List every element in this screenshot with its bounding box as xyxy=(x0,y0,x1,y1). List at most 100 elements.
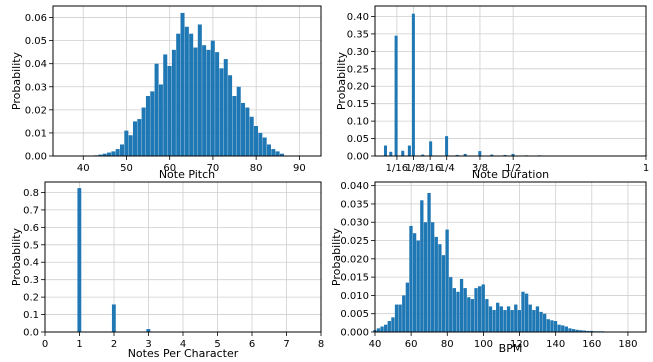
y-tick-label: 0.15 xyxy=(347,99,369,110)
y-tick-label: 0.5 xyxy=(23,240,39,251)
x-tick-label: 120 xyxy=(510,339,529,350)
y-tick-label: 0.015 xyxy=(340,273,369,284)
bar xyxy=(553,321,558,332)
bar xyxy=(254,126,259,156)
bar xyxy=(407,145,411,156)
bar xyxy=(137,119,142,156)
x-tick-label: 3 xyxy=(145,339,151,350)
bar xyxy=(271,149,276,156)
bar xyxy=(445,229,449,332)
y-tick-label: 0.035 xyxy=(340,199,369,210)
y-tick-label: 0.010 xyxy=(340,291,369,302)
bar xyxy=(111,304,116,332)
y-tick-label: 0.00 xyxy=(25,152,47,163)
bar xyxy=(401,150,405,156)
x-tick-label: 60 xyxy=(163,163,176,174)
bar xyxy=(228,75,233,156)
x-tick-label: 8 xyxy=(318,339,324,350)
y-tick-label: 0.20 xyxy=(347,82,369,93)
x-tick-label: 60 xyxy=(405,339,418,350)
x-tick-label: 3/8 xyxy=(472,163,488,174)
bar xyxy=(503,310,507,332)
y-tick-label: 0.35 xyxy=(347,29,369,40)
bar xyxy=(416,240,420,332)
bar xyxy=(546,319,550,332)
bar xyxy=(206,49,211,156)
y-tick-label: 0.06 xyxy=(25,13,47,24)
bar xyxy=(398,304,402,332)
bar xyxy=(524,293,529,332)
x-tick-label: 1/16 xyxy=(386,163,408,174)
x-tick-label: 3/16 xyxy=(419,163,441,174)
x-tick-label: 1 xyxy=(643,163,649,174)
bar xyxy=(459,278,464,332)
bar xyxy=(434,236,438,332)
y-tick-label: 0.40 xyxy=(347,12,369,23)
y-tick-label: 0.040 xyxy=(340,181,369,192)
bar xyxy=(506,306,511,332)
x-axis-label: BPM xyxy=(499,342,523,355)
bar xyxy=(394,304,399,332)
bar xyxy=(490,154,494,156)
bar xyxy=(511,153,515,156)
bar xyxy=(492,310,496,332)
bar xyxy=(150,91,155,156)
y-tick-label: 0.6 xyxy=(23,223,39,234)
bar xyxy=(115,149,120,156)
bar xyxy=(409,225,413,332)
bar xyxy=(456,291,460,332)
x-axis-label: Note Duration xyxy=(472,168,549,181)
bar xyxy=(474,288,478,332)
y-tick-label: 0.05 xyxy=(25,36,47,47)
bar xyxy=(438,244,442,332)
bar xyxy=(488,306,493,332)
bar xyxy=(503,154,507,156)
x-tick-label: 140 xyxy=(546,339,565,350)
bar xyxy=(383,145,387,156)
bar xyxy=(579,330,583,332)
bar xyxy=(98,154,103,156)
bar xyxy=(141,107,146,156)
x-tick-label: 1/8 xyxy=(405,163,421,174)
x-tick-label: 90 xyxy=(293,163,306,174)
x-tick-label: 40 xyxy=(77,163,90,174)
y-tick-label: 0.03 xyxy=(25,82,47,93)
x-tick-label: 40 xyxy=(369,339,382,350)
bar xyxy=(427,192,431,332)
bars xyxy=(77,188,151,332)
y-tick-label: 0.7 xyxy=(23,205,39,216)
bar xyxy=(402,295,406,332)
bar xyxy=(445,136,449,156)
bar xyxy=(568,328,572,332)
x-tick-label: 4 xyxy=(180,339,186,350)
bar xyxy=(202,45,207,156)
bar xyxy=(258,132,263,156)
chart-panel-3: 0 1 2 3 4 5 6 7 8 0.0 0.1 0.2 0.3 0.4 0.5 0.6 0.7 0.8 Note… xyxy=(10,181,324,360)
bar xyxy=(499,306,503,332)
bar xyxy=(441,255,446,332)
y-tick-label: 0.4 xyxy=(23,258,39,269)
bar xyxy=(589,330,594,332)
bar xyxy=(582,330,587,332)
bar xyxy=(478,151,482,156)
bar xyxy=(262,137,267,156)
y-axis-label: Probability xyxy=(10,227,23,286)
bar xyxy=(77,188,82,332)
y-axis-label: Probability xyxy=(335,51,348,110)
bar xyxy=(132,121,137,156)
bar xyxy=(412,233,417,332)
bar xyxy=(197,24,202,157)
bar xyxy=(463,288,467,332)
bar xyxy=(193,47,198,156)
bars xyxy=(383,13,648,156)
bar xyxy=(561,325,565,332)
y-tick-label: 0.30 xyxy=(347,47,369,58)
bar xyxy=(128,135,133,156)
bar xyxy=(528,304,532,332)
bar xyxy=(120,144,125,156)
y-axis-label: Probability xyxy=(10,51,23,110)
bar xyxy=(266,144,271,156)
x-tick-label: 1/4 xyxy=(439,163,455,174)
bar xyxy=(236,86,241,156)
bar xyxy=(510,310,514,332)
